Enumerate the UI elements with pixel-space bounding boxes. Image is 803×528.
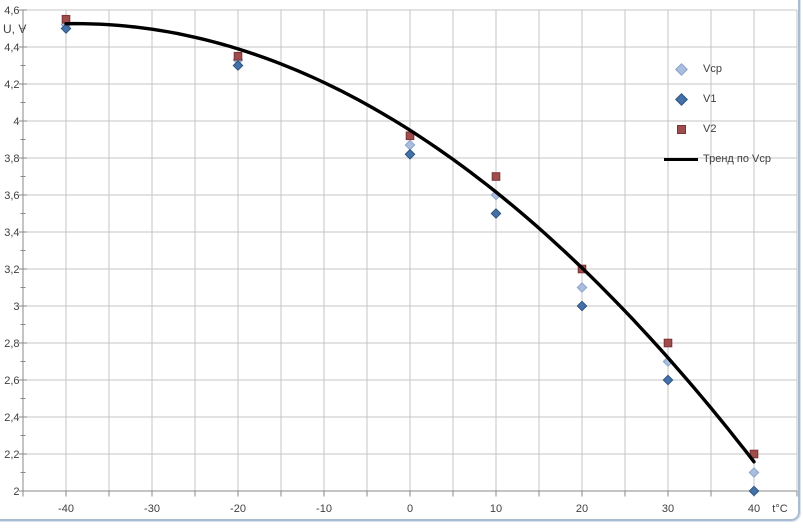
x-tick-label: 10 bbox=[490, 503, 502, 515]
y-tick-label: 3 bbox=[13, 301, 19, 313]
v1-marker-icon bbox=[664, 92, 698, 106]
x-tick-label: -30 bbox=[144, 503, 160, 515]
data-point-vcp[interactable] bbox=[576, 282, 588, 293]
x-tick-label: 20 bbox=[576, 503, 588, 515]
grid-layer bbox=[22, 9, 798, 492]
y-tick-label: 3,4 bbox=[4, 227, 19, 239]
x-tick-label: 40 bbox=[748, 503, 760, 515]
data-point-v1[interactable] bbox=[748, 485, 760, 497]
data-point-vcp[interactable] bbox=[404, 139, 416, 151]
y-tick-label: 2,6 bbox=[4, 375, 19, 387]
legend-label-v1: V1 bbox=[703, 93, 717, 105]
x-tick-label: -10 bbox=[316, 503, 332, 515]
y-tick-label: 4,6 bbox=[4, 5, 19, 17]
axis-layer bbox=[19, 9, 798, 497]
data-point-vcp[interactable] bbox=[748, 467, 760, 478]
y-tick-labels: 2 2,2 2,4 2,6 2,8 3 3,2 3,4 3,6 3,8 4 4,2 4,4 4,6 bbox=[4, 5, 19, 498]
x-tick-label: 0 bbox=[407, 503, 413, 515]
y-tick-label: 3,8 bbox=[4, 153, 19, 165]
data-point-v1[interactable] bbox=[404, 148, 416, 160]
y-tick-label: 4 bbox=[13, 116, 19, 128]
data-point-v1[interactable] bbox=[662, 374, 674, 386]
x-tick-labels: -40 -30 -20 -10 0 10 20 30 40 bbox=[58, 503, 760, 515]
x-tick-label: -20 bbox=[230, 503, 246, 515]
x-tick-label: 30 bbox=[662, 503, 674, 515]
legend-label-vcp: Vcp bbox=[703, 63, 722, 75]
y-axis-title: U, V bbox=[3, 22, 27, 36]
x-axis-unit-label: t°C bbox=[772, 503, 787, 515]
data-point-v2[interactable] bbox=[61, 14, 71, 24]
legend-label-v2: V2 bbox=[703, 123, 717, 135]
legend-item-trend[interactable]: Тренд по Vcp bbox=[664, 144, 771, 174]
legend-item-vcp[interactable]: Vcp bbox=[664, 54, 771, 84]
data-point-v2[interactable] bbox=[663, 338, 673, 348]
legend-label-trend: Тренд по Vcp bbox=[703, 153, 771, 165]
y-tick-label: 2,2 bbox=[4, 449, 19, 461]
trendline-icon bbox=[664, 157, 698, 161]
data-point-v2[interactable] bbox=[749, 449, 759, 459]
legend-item-v2[interactable]: V2 bbox=[664, 114, 771, 144]
legend-item-v1[interactable]: V1 bbox=[664, 84, 771, 114]
x-tick-label: -40 bbox=[58, 503, 74, 515]
vcp-marker-icon bbox=[664, 62, 698, 76]
y-tick-label: 4,2 bbox=[4, 79, 19, 91]
data-point-v1[interactable] bbox=[232, 60, 244, 71]
v2-marker-icon bbox=[664, 124, 698, 134]
y-tick-label: 2,4 bbox=[4, 412, 19, 424]
y-tick-label: 2 bbox=[13, 486, 19, 498]
series-v1[interactable] bbox=[60, 23, 760, 497]
trendline-path[interactable] bbox=[64, 21, 756, 464]
y-tick-label: 4,4 bbox=[4, 42, 19, 54]
data-point-v1[interactable] bbox=[490, 208, 502, 219]
y-tick-label: 2,8 bbox=[4, 338, 19, 350]
data-point-v1[interactable] bbox=[576, 300, 588, 312]
data-point-v1[interactable] bbox=[60, 23, 72, 34]
y-tick-label: 3,2 bbox=[4, 264, 19, 276]
data-point-v2[interactable] bbox=[233, 51, 243, 61]
y-tick-label: 3,6 bbox=[4, 190, 19, 202]
data-point-v2[interactable] bbox=[491, 172, 501, 181]
legend: Vcp V1 V2 Тренд по Vcp bbox=[664, 54, 771, 174]
